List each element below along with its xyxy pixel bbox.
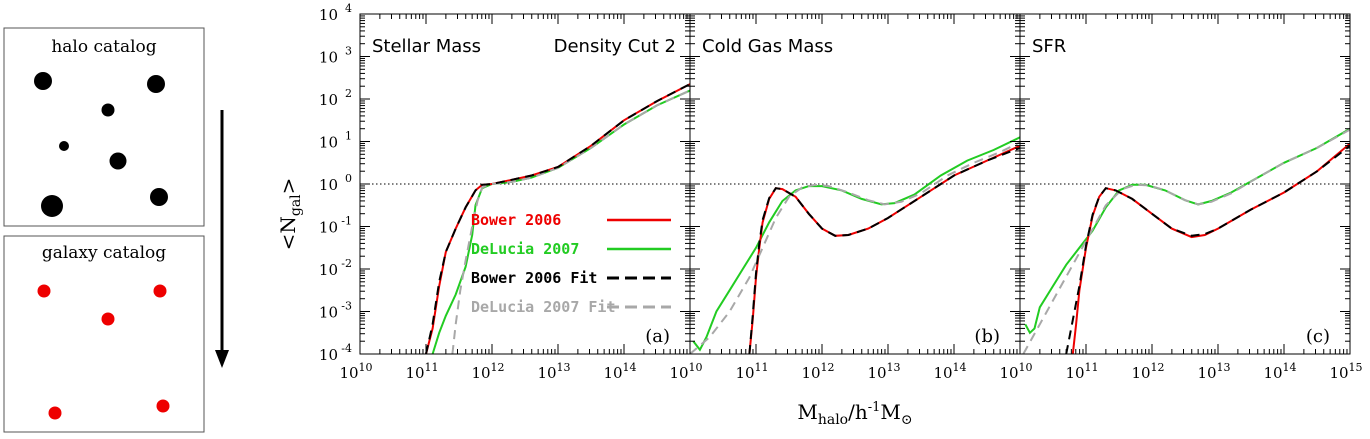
galaxy-dot [156,399,170,413]
series-line-bower [748,144,1020,354]
y-tick-label: 10 -4 [319,342,352,364]
legend-label: DeLucia 2007 [471,240,579,258]
x-tick-label: 1014 [933,361,966,382]
x-tick-label: 1013 [867,361,900,382]
legend-label: Bower 2006 [471,211,561,229]
x-tick-label: 1010 [999,361,1032,382]
halo-dot [101,103,115,117]
series-line-delucia [692,136,1020,352]
galaxy-dot [153,284,167,298]
x-tick-label: 1011 [1065,361,1098,382]
hod-plots: <Ngal> Mhalo/h-1M⊙ 1010 1011 1012 1013 10141… [276,2,1363,428]
x-tick-label: 1014 [1263,361,1296,382]
galaxy-dots [37,284,170,420]
x-tick-label: 1011 [405,361,438,382]
x-axis-label: Mhalo/h-1M⊙ [797,400,912,428]
y-tick-label: 10 4 [319,2,352,24]
series-line-bower-fit [425,83,690,354]
x-tick-label: 1012 [471,361,504,382]
y-tick-label: 10 -3 [319,300,352,322]
legend-label: Bower 2006 Fit [471,269,597,287]
y-axis-label: <Ngal> [276,178,304,251]
panel-a: 1010 1011 1012 1013 1014 10-4 10-3 10-2 10-1 10 0 1… [319,2,691,382]
x-tick-label: 1012 [801,361,834,382]
x-tick-label: 1013 [1197,361,1230,382]
x-tick-label: 1010 [669,361,702,382]
down-arrow-icon [215,350,229,368]
galaxy-catalog-title: galaxy catalog [42,243,166,263]
y-tick-label: 10 0 [319,172,352,194]
schematic-diagram: halo catalog galaxy catalog [3,27,229,433]
y-tick-label: 10 1 [319,130,352,152]
halo-dot [34,72,52,90]
halo-dot [59,141,69,151]
x-tick-label: 1011 [735,361,768,382]
panel-title-right: Density Cut 2 [554,36,676,57]
halo-dot [147,75,165,93]
x-tick-label: 1012 [1131,361,1164,382]
panel-b: 1010 1011 1012 1013 1014 Cold Gas Mass (b) [669,13,1021,382]
series-line-bower-fit [748,146,1020,354]
y-tick-label: 10 -2 [319,257,352,279]
halo-dots [34,72,168,217]
y-tick-label: 10 2 [319,87,352,109]
y-tick-label: 10 3 [319,45,352,67]
panel-tag: (a) [645,326,670,347]
halo-catalog-title: halo catalog [51,37,156,57]
legend-label: DeLucia 2007 Fit [471,298,616,316]
x-tick-label: 1013 [537,361,570,382]
series-line-bower [1071,142,1350,354]
panel-c: 1010 1011 1012 1013 1014 1015 SFR (c) [999,13,1363,382]
halo-dot [150,188,168,206]
galaxy-dot [37,284,51,298]
halo-catalog-box [3,27,205,227]
series-line-delucia [1024,127,1350,335]
series-line-delucia-fit [1022,128,1350,354]
x-tick-label: 1015 [1329,361,1362,382]
panel-tag: (b) [974,326,1000,347]
halo-dot [41,195,63,217]
galaxy-catalog-box [3,235,205,433]
x-tick-label: 1010 [339,361,372,382]
galaxy-dot [48,406,62,420]
panel-title: SFR [1032,36,1066,57]
halo-dot [109,152,127,170]
panel-title: Cold Gas Mass [702,36,833,57]
galaxy-dot [101,312,115,326]
x-tick-label: 1014 [603,361,636,382]
series-line-delucia-fit [690,141,1020,354]
legend: Bower 2006 DeLucia 2007 Bower 2006 Fit DeLu… [471,211,671,316]
panel-title: Stellar Mass [372,36,481,57]
panel-tag: (c) [1306,326,1330,347]
series-line-bower-fit [1065,145,1350,354]
y-tick-label: 10 -1 [319,215,352,237]
